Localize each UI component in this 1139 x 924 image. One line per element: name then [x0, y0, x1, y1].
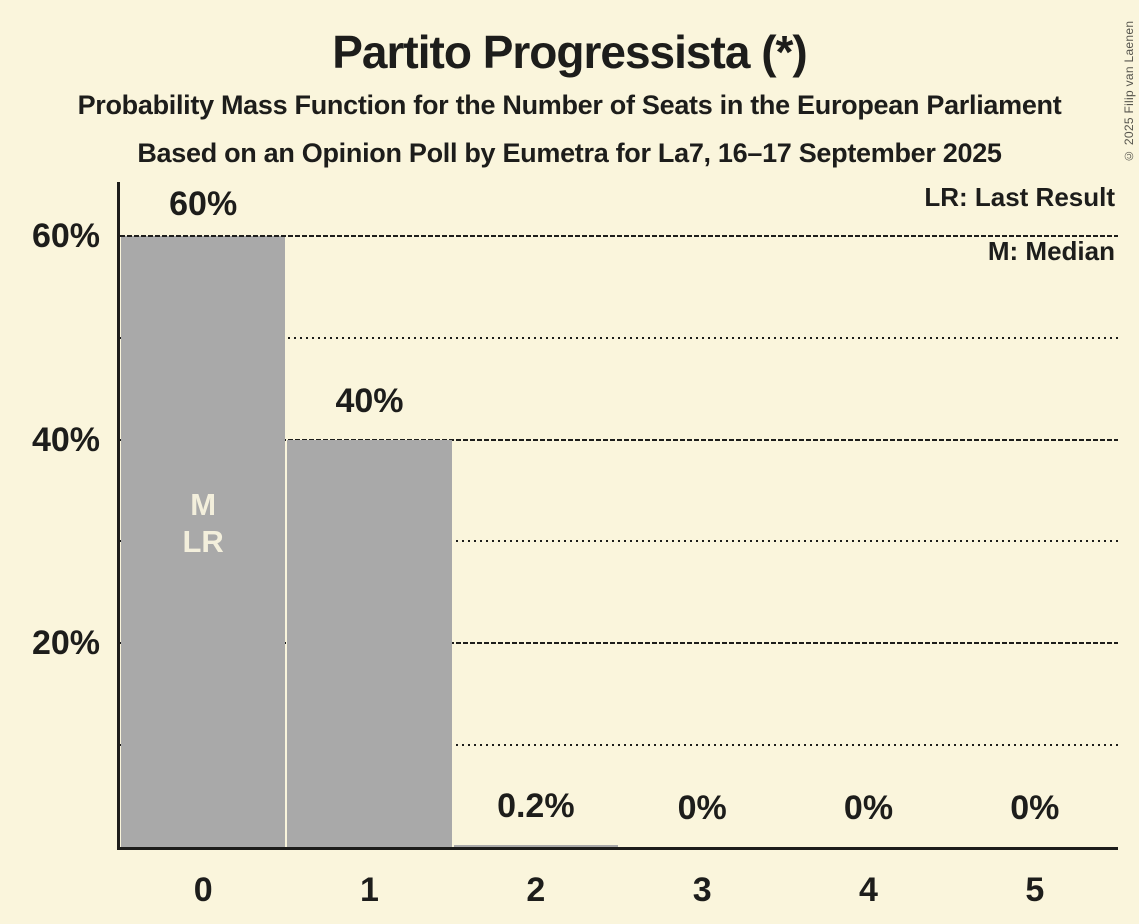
last-result-marker: LR — [182, 524, 224, 559]
legend-last-result: LR: Last Result — [924, 182, 1115, 212]
legend-median: M: Median — [987, 236, 1115, 266]
chart-poll-source-subtitle: Based on an Opinion Poll by Eumetra for … — [137, 138, 1002, 168]
x-tick-label-0: 0 — [193, 871, 213, 909]
bar-value-label-3: 0% — [677, 789, 727, 827]
y-tick-label-20: 20% — [31, 624, 100, 663]
x-tick-label-3: 3 — [692, 871, 712, 909]
x-tick-label-2: 2 — [526, 871, 546, 909]
copyright-notice: © 2025 Filip van Laenen — [1122, 20, 1136, 163]
plot-area: 60% 40% 0.2% 0% 0% 0% LR: Last Result M: Medi… — [117, 182, 1118, 850]
x-tick-label-4: 4 — [859, 871, 878, 909]
y-tick-label-60: 60% — [31, 216, 100, 255]
bar-value-label-2: 0.2% — [497, 786, 575, 825]
bar-seats-0 — [121, 235, 286, 847]
x-tick-label-1: 1 — [360, 871, 379, 909]
gridline-major-60 — [120, 234, 1118, 237]
median-marker: M — [190, 487, 217, 522]
bar-seats-2 — [453, 844, 618, 847]
bar-seats-1 — [287, 439, 452, 847]
gridline-major-20 — [120, 642, 1118, 645]
gridline-minor-30 — [120, 540, 1118, 543]
bar-value-label-4: 0% — [843, 789, 894, 827]
median-last-result-annotation: M LR — [120, 486, 286, 560]
x-tick-label-5: 5 — [1025, 871, 1045, 909]
bar-value-label-5: 0% — [1010, 789, 1060, 827]
gridline-minor-50 — [120, 336, 1118, 339]
chart-subtitle: Probability Mass Function for the Number… — [77, 90, 1062, 120]
bar-value-label-1: 40% — [335, 381, 404, 420]
gridline-major-40 — [120, 438, 1118, 441]
bar-value-label-0: 60% — [169, 185, 238, 223]
chart-title: Partito Progressista (*) — [332, 26, 807, 78]
gridline-minor-10 — [120, 744, 1118, 747]
y-tick-label-40: 40% — [31, 420, 100, 459]
